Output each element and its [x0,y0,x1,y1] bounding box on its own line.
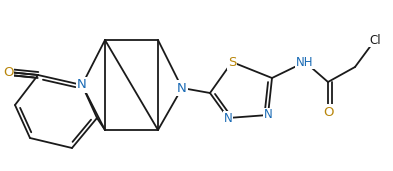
Text: N: N [264,109,272,122]
Text: Cl: Cl [369,34,381,47]
Text: N: N [224,111,232,124]
Text: NH: NH [296,56,314,69]
Text: N: N [177,82,187,95]
Text: O: O [3,65,13,78]
Text: N: N [77,78,87,91]
Text: O: O [323,106,333,119]
Text: S: S [228,56,236,69]
